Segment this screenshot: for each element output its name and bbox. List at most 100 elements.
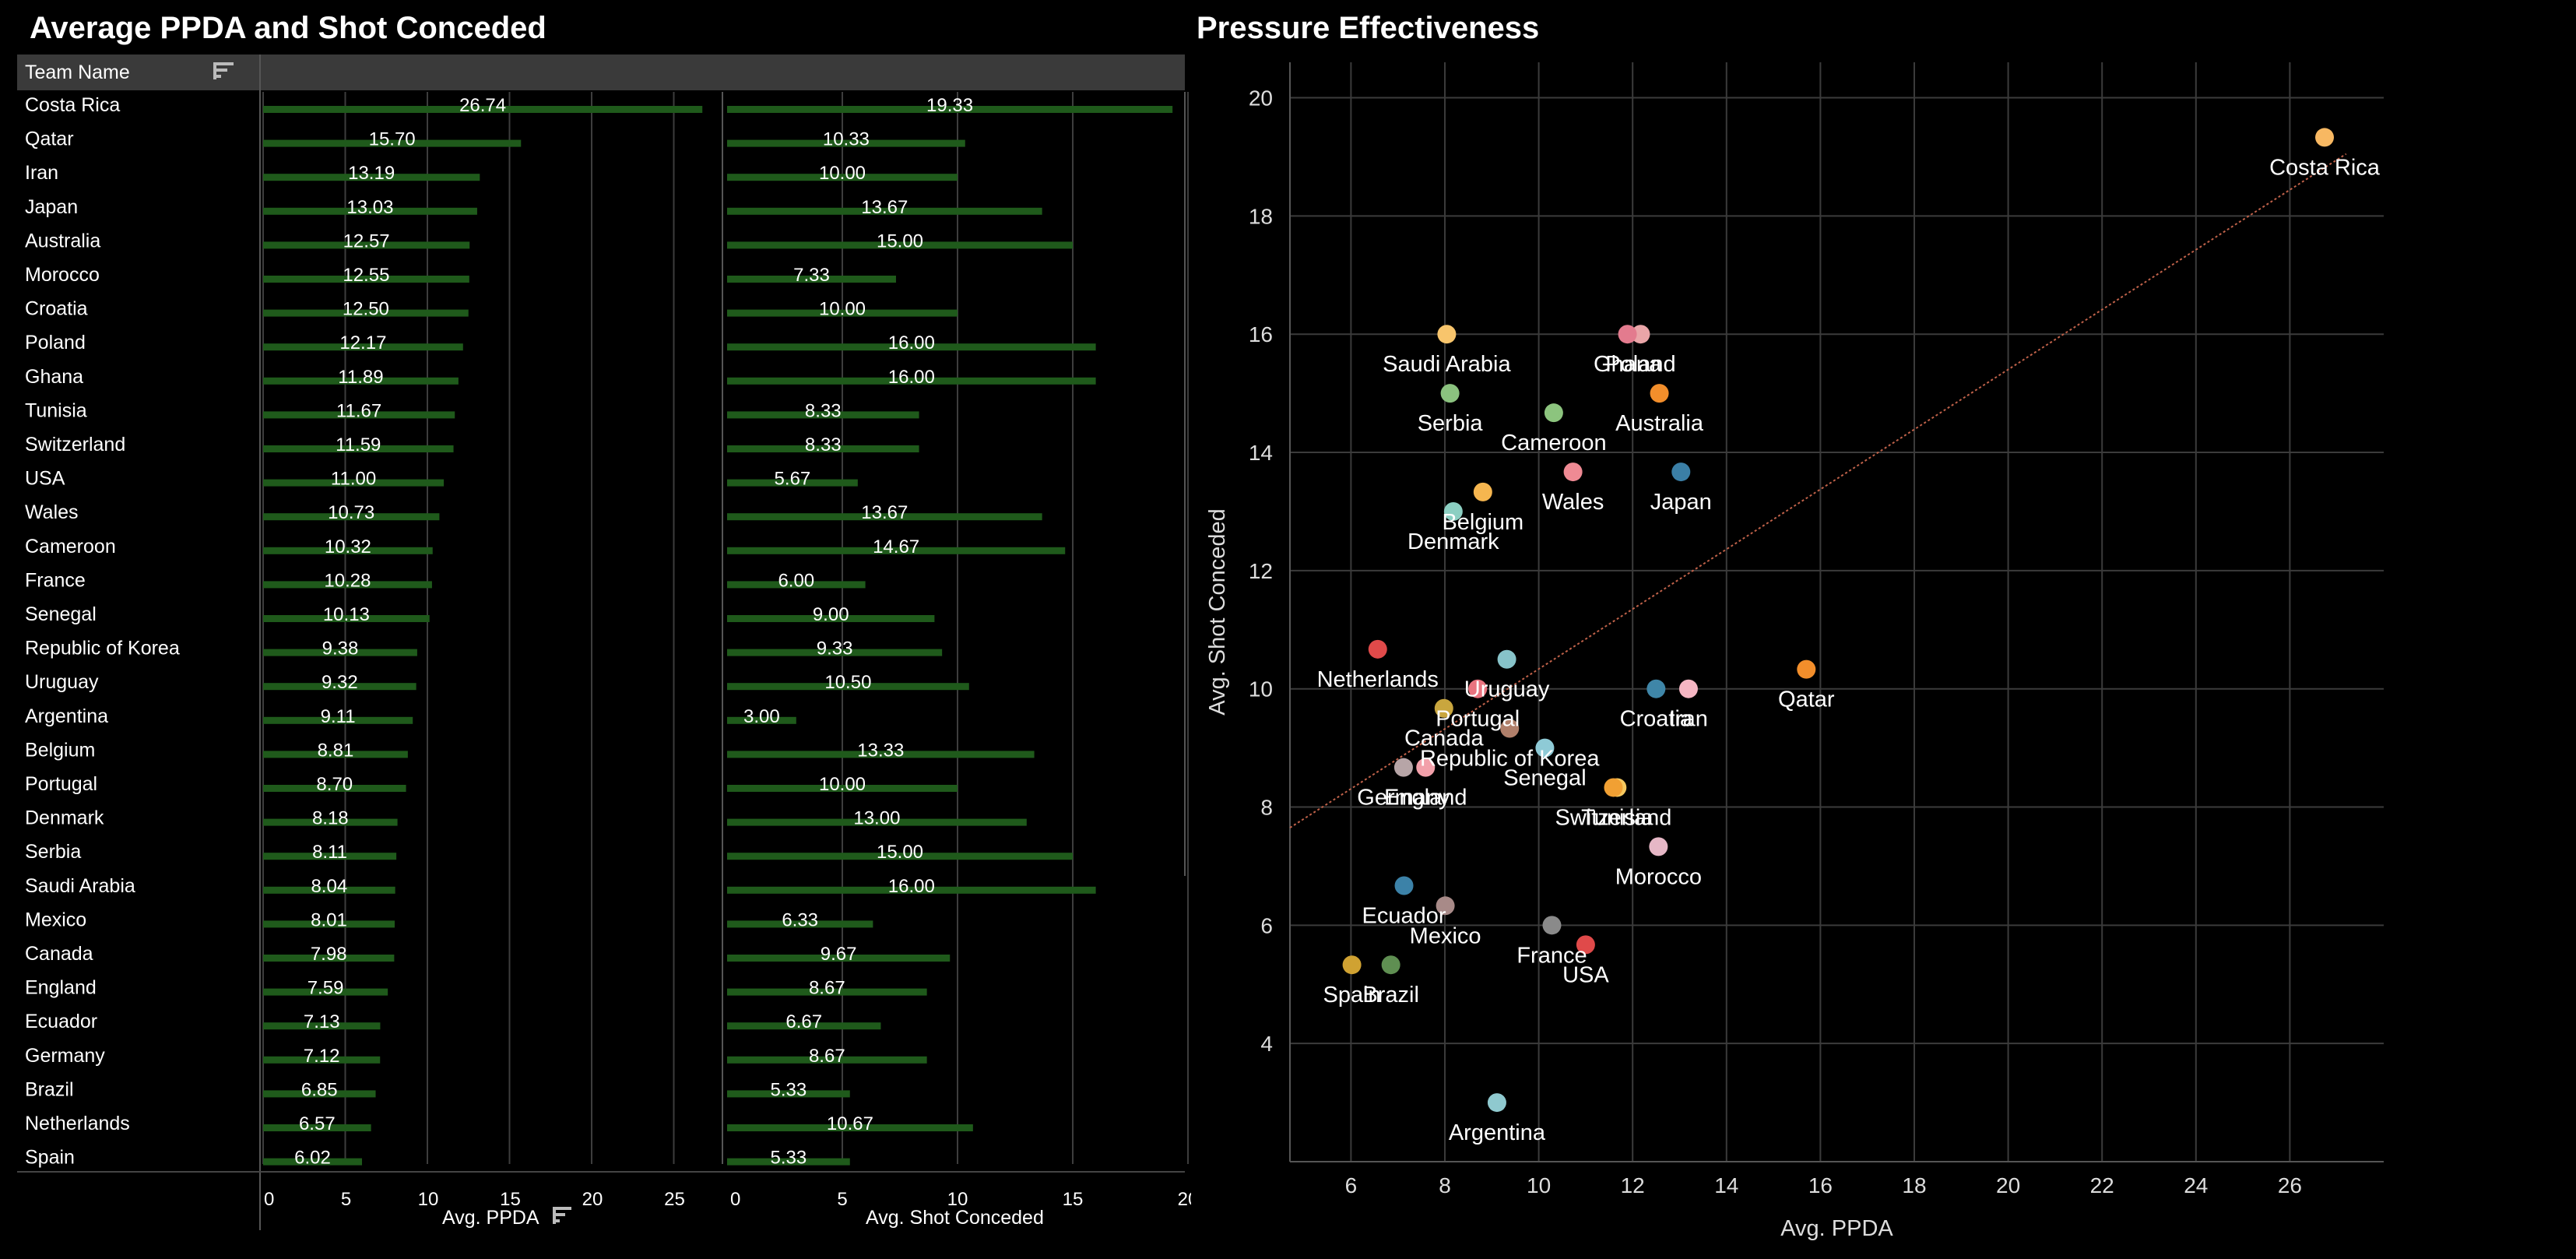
scatter-x-tick: 20: [1996, 1173, 2020, 1197]
shot-value-label: 14.67: [873, 536, 919, 557]
ppda-value-label: 8.01: [311, 909, 347, 930]
shot-bar: [727, 174, 958, 181]
ppda-value-label: 7.59: [308, 978, 344, 999]
team-name: Serbia: [25, 841, 81, 863]
team-sort-icon[interactable]: [213, 62, 234, 79]
team-name: Brazil: [25, 1078, 74, 1100]
ppda-value-label: 6.02: [294, 1148, 331, 1169]
scatter-point: [1535, 738, 1555, 758]
scatter-point-label: Portugal: [1436, 707, 1520, 732]
shot-bar: [727, 988, 927, 996]
team-name: Belgium: [25, 739, 95, 761]
shot-value-label: 16.00: [888, 332, 935, 353]
shot-tick-label: 0: [730, 1189, 740, 1210]
ppda-bar: [263, 818, 398, 826]
ppda-bar: [263, 955, 395, 962]
ppda-value-label: 10.28: [324, 570, 371, 591]
team-name: England: [25, 977, 97, 999]
team-name: Switzerland: [25, 434, 125, 455]
team-name: Denmark: [25, 807, 104, 829]
shot-bar: [727, 1090, 850, 1098]
shot-bar: [727, 1158, 850, 1166]
ppda-bar: [263, 547, 433, 554]
shot-value-label: 10.00: [819, 299, 866, 320]
ppda-value-label: 13.19: [348, 163, 395, 184]
shot-bar: [727, 106, 1173, 113]
team-name: Qatar: [25, 128, 74, 150]
shot-value-label: 3.00: [743, 706, 780, 727]
ppda-value-label: 6.57: [299, 1113, 336, 1134]
team-name: Germany: [25, 1045, 105, 1067]
shot-bar: [727, 649, 943, 656]
scatter-point-label: Poland: [1605, 352, 1675, 377]
ppda-value-label: 7.12: [304, 1046, 340, 1067]
shot-bar: [727, 853, 1073, 860]
scatter-point-label: Qatar: [1778, 688, 1835, 712]
shot-value-label: 6.00: [778, 570, 814, 591]
shot-value-label: 15.00: [877, 230, 923, 251]
scatter-point: [1631, 325, 1650, 344]
team-name: Mexico: [25, 909, 86, 930]
team-name: Ghana: [25, 366, 83, 388]
right-panel-title: Pressure Effectiveness: [1197, 11, 1540, 45]
scatter-point: [1542, 916, 1562, 935]
ppda-bar: [263, 207, 477, 215]
shot-tick-label: 20: [1178, 1189, 1191, 1210]
ppda-bar: [263, 886, 395, 894]
shot-bar: [727, 377, 1096, 385]
scatter-point: [1497, 649, 1516, 669]
ppda-value-label: 13.03: [346, 197, 393, 218]
shot-tick-label: 15: [1063, 1189, 1084, 1210]
scatter-point-label: Germany: [1357, 786, 1450, 811]
shot-value-label: 19.33: [926, 95, 973, 116]
scatter-point-label: Belgium: [1442, 510, 1523, 535]
shot-value-label: 8.67: [809, 1046, 845, 1067]
shot-bar: [727, 139, 965, 147]
ppda-value-label: 10.13: [323, 604, 370, 625]
shot-value-label: 16.00: [888, 876, 935, 897]
scatter-point-label: Argentina: [1449, 1120, 1546, 1145]
ppda-value-label: 9.32: [322, 672, 358, 693]
shot-tick-label: 5: [837, 1189, 847, 1210]
shot-bar: [727, 785, 958, 792]
scatter-point-label: Costa Rica: [2269, 155, 2381, 180]
ppda-bar: [263, 1158, 363, 1166]
scatter-point: [1393, 758, 1413, 777]
shot-value-label: 13.67: [861, 197, 908, 218]
scatter-point-label: England: [1384, 786, 1467, 811]
team-name: Iran: [25, 162, 58, 184]
scatter-y-tick: 10: [1249, 677, 1273, 702]
ppda-value-label: 11.89: [338, 367, 383, 388]
shot-value-label: 10.33: [823, 129, 870, 150]
ppda-value-label: 8.11: [312, 842, 347, 863]
scatter-point-label: France: [1516, 943, 1587, 968]
ppda-bar: [263, 649, 417, 656]
ppda-value-label: 8.04: [311, 876, 347, 897]
scatter-x-axis-label: Avg. PPDA: [1780, 1216, 1893, 1241]
shot-value-label: 10.00: [819, 163, 866, 184]
scatter-y-axis-label: Avg. Shot Conceded: [1205, 508, 1230, 716]
shot-value-label: 6.33: [782, 909, 818, 930]
ppda-bar: [263, 411, 455, 419]
scatter-point: [1608, 778, 1627, 797]
ppda-bar: [263, 853, 397, 860]
ppda-sort-icon[interactable]: [553, 1207, 571, 1224]
scatter-point: [1342, 955, 1362, 975]
team-name: Portugal: [25, 773, 97, 795]
scatter-x-tick: 22: [2090, 1173, 2114, 1197]
shot-value-label: 13.67: [861, 502, 908, 523]
scatter-point-label: Australia: [1615, 411, 1704, 436]
team-name: USA: [25, 468, 65, 490]
scatter-y-tick: 8: [1260, 796, 1273, 820]
scatter-x-tick: 24: [2184, 1173, 2208, 1197]
scatter-y-tick: 18: [1249, 204, 1273, 228]
shot-value-label: 9.33: [817, 638, 853, 659]
scatter-point: [2315, 128, 2335, 147]
ppda-bar: [263, 106, 703, 113]
scatter-point: [1563, 462, 1583, 482]
shot-value-label: 8.33: [805, 434, 842, 455]
team-name-header[interactable]: Team Name: [25, 62, 130, 83]
ppda-bar: [263, 276, 469, 283]
shot-bar: [727, 751, 1035, 758]
trend-line: [1289, 153, 2347, 828]
